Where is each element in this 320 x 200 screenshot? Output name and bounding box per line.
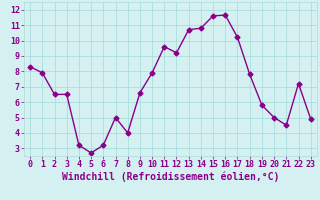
X-axis label: Windchill (Refroidissement éolien,°C): Windchill (Refroidissement éolien,°C) bbox=[62, 172, 279, 182]
